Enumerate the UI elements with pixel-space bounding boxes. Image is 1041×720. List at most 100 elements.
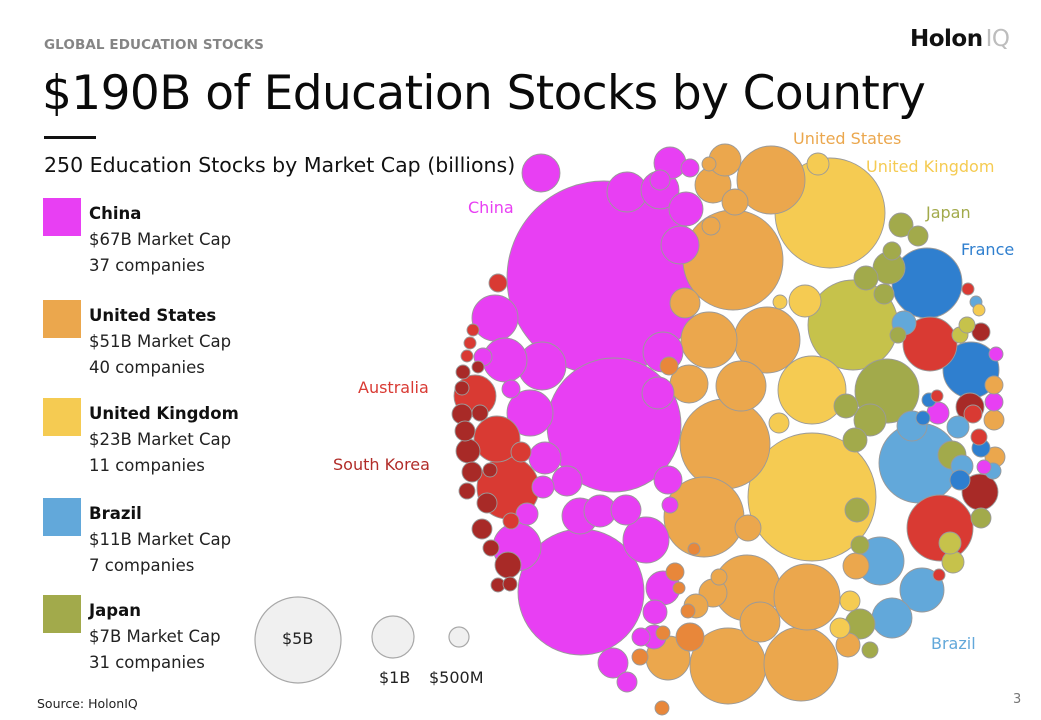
legend-name: United Kingdom: [89, 404, 239, 423]
bubble: [460, 349, 474, 363]
bubble: [721, 188, 749, 216]
bubble: [631, 627, 651, 647]
size-legend-500m-label: $500M: [429, 668, 484, 687]
legend-count: 7 companies: [89, 556, 195, 575]
bubble: [984, 392, 1004, 412]
size-legend-1b-label: $1B: [379, 668, 411, 687]
bubble: [930, 389, 944, 403]
bubble: [976, 459, 992, 475]
bubble: [882, 241, 902, 261]
legend-item-china: China $67B Market Cap 37 companies: [43, 198, 263, 288]
bubble: [806, 152, 830, 176]
bubble: [502, 576, 518, 592]
bubble: [891, 247, 963, 319]
bubble: [941, 550, 965, 574]
bubble: [659, 356, 679, 376]
bubble: [902, 316, 958, 372]
bubble: [471, 518, 493, 540]
bubble: [773, 563, 841, 631]
japan-swatch: [43, 595, 81, 633]
bubble: [788, 284, 822, 318]
bubble: [710, 568, 728, 586]
bubble: [454, 420, 476, 442]
bubble: [768, 412, 790, 434]
bubble: [972, 303, 986, 317]
bubble: [665, 562, 685, 582]
bubble: [488, 273, 508, 293]
size-legend-circle: [448, 626, 470, 648]
bubble: [506, 389, 554, 437]
bubble: [970, 507, 992, 529]
bubble: [899, 567, 945, 613]
bubble: [701, 216, 721, 236]
bubble: [461, 461, 483, 483]
bubble: [970, 428, 988, 446]
bubble: [675, 622, 705, 652]
size-legend-5b-label: $5B: [282, 629, 314, 648]
bubble: [476, 492, 498, 514]
logo-light: IQ: [985, 26, 1010, 52]
legend-count: 31 companies: [89, 653, 205, 672]
legend-count: 37 companies: [89, 256, 205, 275]
bubble: [680, 311, 738, 369]
bubble: [616, 671, 638, 693]
bubble: [510, 441, 532, 463]
bubble: [680, 603, 696, 619]
united-kingdom-swatch: [43, 398, 81, 436]
bubble: [915, 410, 931, 426]
china-swatch: [43, 198, 81, 236]
bubble: [949, 469, 971, 491]
bubble: [906, 494, 974, 562]
bubble: [471, 294, 519, 342]
holoniq-logo: Holon IQ: [910, 26, 1010, 52]
legend-name: China: [89, 204, 142, 223]
bubble: [687, 542, 701, 556]
page-number: 3: [1013, 692, 1022, 707]
legend-cap: $51B Market Cap: [89, 332, 232, 351]
bubble: [515, 502, 539, 526]
bubble: [938, 531, 962, 555]
bubble: [988, 346, 1004, 362]
bubble: [642, 599, 668, 625]
bubble: [471, 404, 489, 422]
bubble: [873, 283, 895, 305]
bubble: [494, 551, 522, 579]
bubble: [631, 648, 649, 666]
bubble: [551, 465, 583, 497]
bubble: [777, 355, 847, 425]
kicker: GLOBAL EDUCATION STOCKS: [44, 37, 264, 53]
size-legend: [254, 596, 470, 684]
bubble: [649, 169, 671, 191]
bubble: [701, 156, 717, 172]
bubble: [668, 191, 704, 227]
bubble: [853, 403, 887, 437]
label-brazil: Brazil: [931, 634, 976, 653]
bubble: [747, 432, 877, 562]
bubble: [963, 404, 983, 424]
bubble: [871, 597, 913, 639]
page-title: $190B of Education Stocks by Country: [42, 66, 926, 121]
label-japan: Japan: [926, 203, 971, 222]
bubble: [889, 326, 907, 344]
legend-cap: $7B Market Cap: [89, 627, 221, 646]
legend-item-japan: Japan $7B Market Cap 31 companies: [43, 595, 263, 685]
bubble: [958, 316, 976, 334]
size-legend-circle: [254, 596, 342, 684]
bubble: [961, 282, 975, 296]
legend-item-brazil: Brazil $11B Market Cap 7 companies: [43, 498, 263, 588]
bubble: [641, 376, 675, 410]
bubble: [932, 568, 946, 582]
bubble: [597, 647, 629, 679]
bubble: [473, 415, 521, 463]
bubble: [772, 294, 788, 310]
bubble: [715, 360, 767, 412]
label-australia: Australia: [358, 378, 429, 397]
size-legend-circle: [371, 615, 415, 659]
label-united-states: United States: [793, 129, 902, 148]
bubble: [833, 393, 859, 419]
legend-cap: $23B Market Cap: [89, 430, 232, 449]
bubble: [842, 552, 870, 580]
bubble: [531, 475, 555, 499]
bubble: [669, 287, 701, 319]
bubble: [528, 441, 562, 475]
